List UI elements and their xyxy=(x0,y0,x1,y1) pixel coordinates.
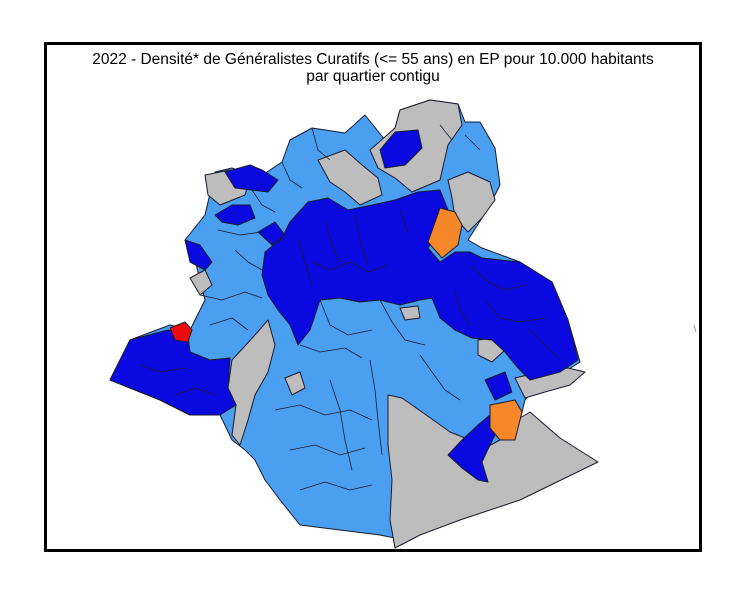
grey-zone-center-4 xyxy=(284,371,306,396)
grey-zone-northeast xyxy=(447,171,496,233)
dark-zone-north xyxy=(379,129,423,169)
dark-zone-northwest-2 xyxy=(214,204,256,226)
dark-zone-northwest-3 xyxy=(184,239,213,271)
orange-zone-south-east xyxy=(489,399,523,441)
grey-zone-west xyxy=(189,269,213,296)
dark-zone-east-small xyxy=(484,371,513,401)
grey-zone-southeast xyxy=(387,394,599,549)
map-title-line-1: 2022 - Densité* de Généralistes Curatifs… xyxy=(92,51,654,68)
map-title-line-2: par quartier contigu xyxy=(306,68,440,85)
grey-zone-north-2 xyxy=(317,149,383,206)
map-title: 2022 - Densité* de Généralistes Curatifs… xyxy=(47,51,699,85)
orange-zone-north-east xyxy=(427,207,463,259)
red-zone-west xyxy=(169,321,193,343)
grey-zone-center-2 xyxy=(399,305,421,321)
neighbourhood-boundaries xyxy=(139,124,559,491)
dark-zone-west-1 xyxy=(109,329,237,416)
stray-mark xyxy=(693,324,697,333)
dark-zone-north-2 xyxy=(257,221,286,246)
dark-zone-northwest-1 xyxy=(224,164,279,193)
dark-zone-southeast xyxy=(447,414,501,483)
